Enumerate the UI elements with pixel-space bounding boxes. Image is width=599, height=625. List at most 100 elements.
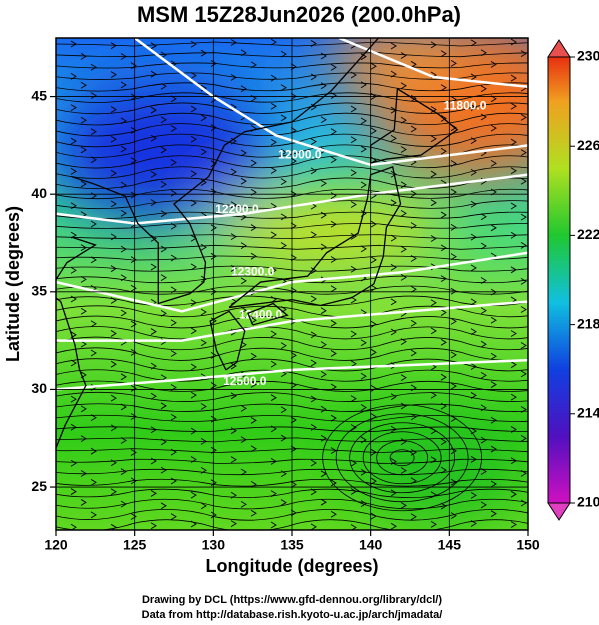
arrow-head: [450, 96, 457, 103]
arrow-head: [531, 254, 536, 260]
arrow-head: [320, 371, 327, 378]
arrow-head: [270, 521, 277, 529]
arrow-head: [480, 468, 487, 475]
streamline: [56, 112, 528, 126]
arrow-head: [290, 222, 297, 230]
streamline: [56, 295, 528, 306]
arrow-head: [280, 242, 287, 249]
arrow-head: [240, 177, 247, 185]
arrow-head: [330, 256, 337, 263]
arrow-head: [490, 159, 497, 167]
arrow-head: [170, 159, 177, 166]
x-tick-label: 140: [359, 537, 383, 553]
arrow-head: [531, 446, 536, 452]
arrow-head: [150, 522, 157, 530]
arrow-head: [90, 192, 97, 200]
arrow-head: [531, 159, 536, 165]
arrow-head: [120, 373, 127, 381]
arrow-head: [330, 285, 337, 293]
arrow-head: [250, 352, 257, 360]
arrow-head: [470, 363, 477, 370]
contour-label: 12500.0: [223, 374, 267, 388]
arrow-head: [470, 491, 477, 499]
arrow-head: [320, 243, 327, 251]
arrow-head: [110, 265, 117, 273]
arrow-head: [150, 199, 157, 206]
arrow-head: [510, 231, 517, 239]
y-tick-label: 25: [31, 478, 47, 494]
arrow-head: [400, 438, 407, 445]
arrow-head: [120, 309, 127, 317]
arrow-head: [170, 477, 177, 485]
arrow-head: [170, 513, 177, 520]
arrow-head: [440, 466, 447, 474]
arrow-head: [160, 146, 167, 154]
arrow-head: [480, 501, 487, 509]
arrow-head: [510, 138, 517, 146]
arrow-head: [120, 274, 127, 282]
arrow-head: [470, 328, 477, 335]
arrow-head: [160, 181, 167, 188]
arrow-head: [280, 499, 287, 506]
arrow-head: [470, 73, 477, 81]
arrow-head: [270, 231, 277, 239]
arrow-head: [480, 404, 487, 412]
arrow-head: [320, 82, 327, 90]
arrow-head: [410, 190, 417, 198]
arrow-head: [370, 127, 377, 135]
arrow-head: [330, 350, 337, 357]
arrow-head: [440, 309, 447, 316]
arrow-head: [350, 395, 357, 402]
arrow-head: [510, 330, 517, 337]
arrow-head: [310, 331, 317, 339]
arrow-head: [110, 488, 117, 496]
y-axis-label: Latitude (degrees): [3, 206, 23, 362]
arrow-head: [80, 405, 87, 413]
arrow-head: [170, 319, 177, 327]
arrow-head: [320, 211, 327, 219]
colorbar-label: 214: [577, 405, 599, 421]
arrow-head: [390, 170, 397, 178]
arrow-head: [230, 362, 237, 370]
arrow-head: [430, 199, 437, 207]
arrow-head: [250, 159, 257, 167]
arrow-head: [470, 200, 477, 208]
colorbar: 210 214 218 222 226 230: [547, 39, 599, 521]
arrow-head: [130, 191, 137, 199]
arrow-head: [390, 134, 397, 142]
arrow-head: [531, 510, 536, 516]
y-tick-label: 35: [31, 283, 47, 299]
arrow-head: [280, 50, 287, 58]
arrow-head: [240, 85, 247, 93]
arrow-head: [270, 330, 277, 338]
arrow-head: [440, 373, 447, 381]
arrow-head: [160, 438, 167, 446]
arrow-head: [320, 341, 327, 349]
streamline: [56, 155, 528, 169]
arrow-head: [240, 306, 247, 314]
arrow-head: [150, 106, 157, 114]
arrow-head: [310, 231, 317, 239]
arrow-head: [120, 403, 127, 411]
arrow-head: [470, 392, 477, 399]
arrow-head: [250, 224, 257, 231]
streamline: [56, 244, 528, 250]
arrow-head: [80, 244, 87, 251]
arrow-head: [350, 169, 357, 177]
arrow-head: [440, 147, 447, 155]
arrow-head: [520, 278, 527, 285]
arrow-head: [520, 469, 527, 477]
arrow-head: [110, 360, 117, 368]
streamline: [56, 326, 528, 340]
arrow-head: [320, 116, 327, 124]
arrow-head: [360, 339, 367, 347]
arrow-head: [190, 299, 197, 307]
contour-label: 12000.0: [278, 147, 322, 161]
coast-path: [209, 310, 246, 371]
arrow-head: [390, 458, 397, 465]
arrow-head: [110, 233, 117, 241]
arrow-head: [290, 509, 297, 517]
arrow-head: [370, 256, 377, 264]
arrow-head: [270, 490, 277, 498]
arrow-head: [280, 178, 287, 185]
